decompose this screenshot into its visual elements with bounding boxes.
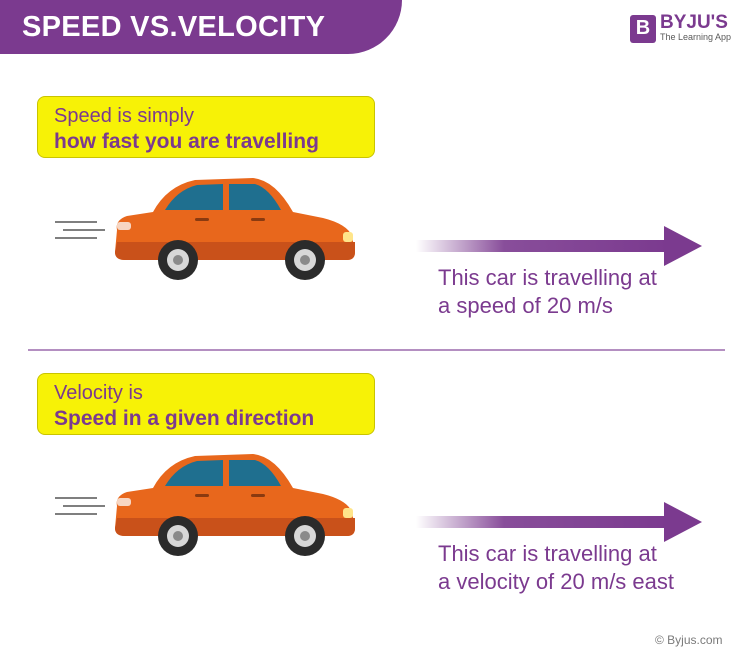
speed-caption: This car is travelling at a speed of 20 … bbox=[438, 264, 657, 320]
logo-mark: B bbox=[630, 14, 656, 43]
copyright-text: © Byjus.com bbox=[655, 633, 723, 647]
logo-tagline: The Learning App bbox=[660, 32, 732, 42]
speed-callout: Speed is simply how fast you are travell… bbox=[37, 96, 375, 158]
velocity-callout-line1: Velocity is bbox=[54, 382, 143, 404]
velocity-caption-line2: a velocity of 20 m/s east bbox=[438, 569, 674, 594]
speed-lines-icon bbox=[55, 497, 105, 515]
page-title: SPEED VS.VELOCITY bbox=[22, 10, 326, 43]
arrow-right-icon bbox=[416, 502, 702, 542]
logo-text: BYJU'S The Learning App bbox=[660, 12, 732, 43]
arrow-right-icon bbox=[416, 226, 702, 266]
speed-caption-line1: This car is travelling at bbox=[438, 265, 657, 290]
car-icon bbox=[55, 454, 355, 556]
title-banner: SPEED VS.VELOCITY bbox=[0, 0, 402, 54]
speed-caption-line2: a speed of 20 m/s bbox=[438, 293, 613, 318]
car-icon bbox=[55, 178, 355, 280]
speed-callout-line2: how fast you are travelling bbox=[54, 130, 319, 153]
section-divider bbox=[28, 349, 725, 351]
speed-callout-line1: Speed is simply bbox=[54, 105, 195, 127]
velocity-callout-line2: Speed in a given direction bbox=[54, 407, 315, 430]
logo-name: BYJU'S bbox=[660, 12, 728, 33]
velocity-caption-line1: This car is travelling at bbox=[438, 541, 657, 566]
speed-lines-icon bbox=[55, 221, 105, 239]
velocity-callout: Velocity is Speed in a given direction bbox=[37, 373, 375, 435]
velocity-caption: This car is travelling at a velocity of … bbox=[438, 540, 674, 596]
byjus-logo: B BYJU'S The Learning App bbox=[630, 12, 732, 43]
